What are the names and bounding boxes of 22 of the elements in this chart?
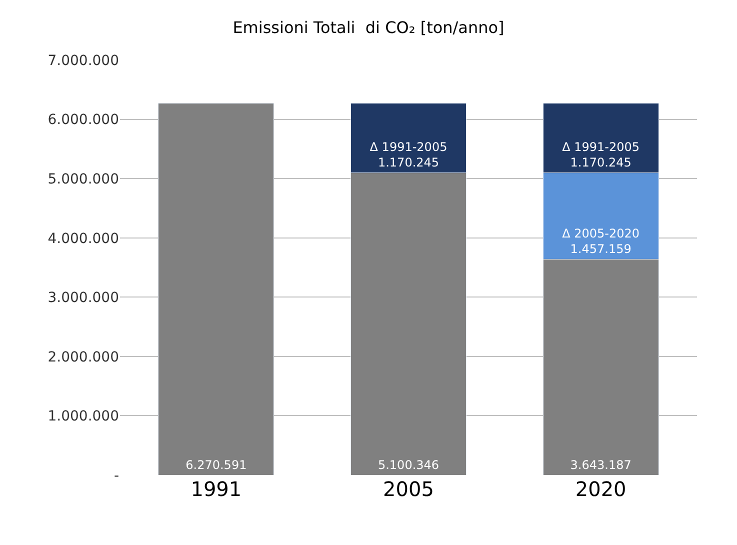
y-tick-label: 1.000.000 — [48, 408, 119, 425]
text: Δ 1991-2005 — [562, 140, 640, 154]
y-tick-label: - — [114, 468, 119, 484]
y-tick-label: 4.000.000 — [48, 230, 119, 247]
y-tick-label: 3.000.000 — [48, 290, 119, 306]
data-label: 1.170.245 — [570, 156, 632, 170]
series-label: Δ 1991-2005 — [370, 140, 448, 154]
y-tick-label: 5.000.000 — [48, 171, 119, 188]
x-tick-label: 1991 — [190, 477, 242, 501]
bar — [158, 102, 274, 475]
y-tick-label: 2.000.000 — [48, 349, 119, 366]
chart-title: Emissioni Totali di CO₂ [ton/anno] — [232, 18, 504, 37]
data-label: 5.100.346 — [378, 458, 440, 472]
data-label: 6.270.591 — [186, 458, 247, 472]
data-label: 3.643.187 — [570, 458, 632, 472]
x-tick-label: 2020 — [575, 477, 626, 501]
y-tick-label: 6.000.000 — [48, 112, 119, 128]
data-label: 1.170.245 — [378, 156, 440, 170]
x-tick-label: 2005 — [383, 477, 434, 501]
data-label: 1.457.159 — [570, 242, 632, 256]
series-label: Δ 2005-2020 — [562, 226, 640, 240]
y-tick-label: 7.000.000 — [48, 52, 119, 69]
